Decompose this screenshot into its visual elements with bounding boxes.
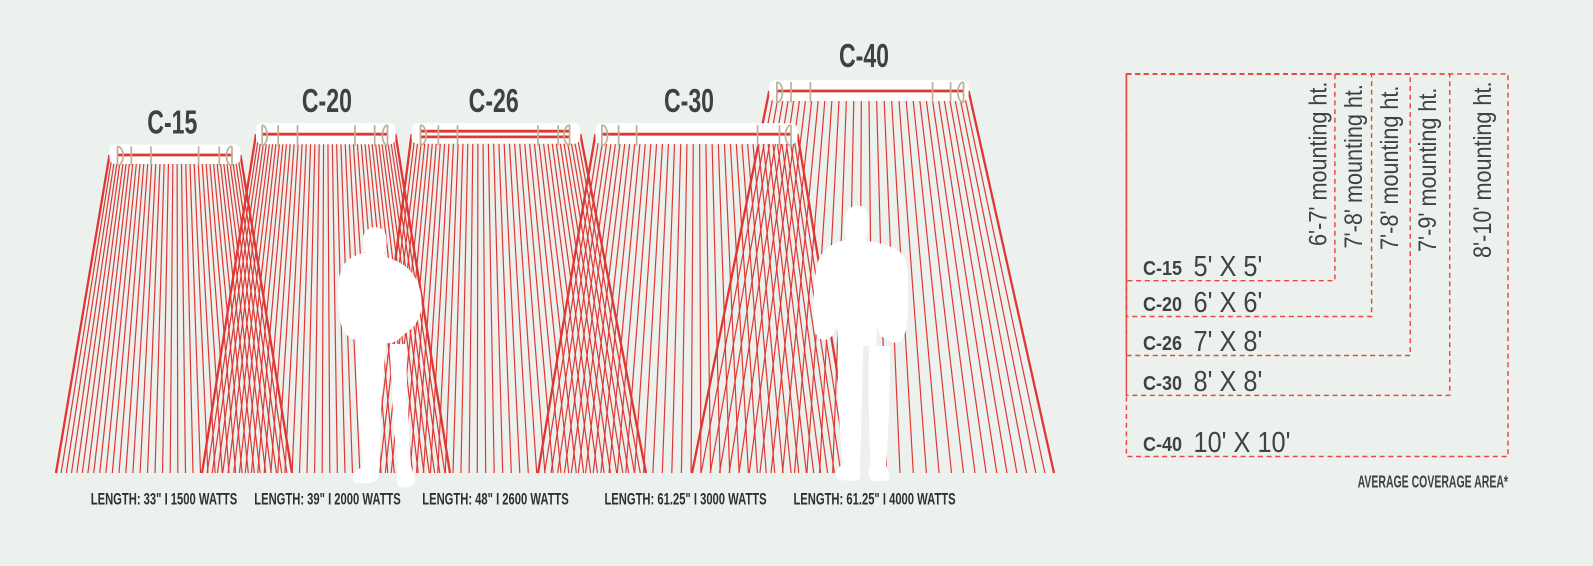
svg-text:C-40: C-40 [1143, 434, 1182, 456]
svg-text:C-20: C-20 [302, 83, 352, 120]
svg-text:C-26: C-26 [1143, 333, 1182, 355]
svg-text:C-20: C-20 [1143, 294, 1182, 316]
svg-text:7' X 8': 7' X 8' [1194, 324, 1263, 357]
svg-text:AVERAGE COVERAGE AREA*: AVERAGE COVERAGE AREA* [1358, 473, 1509, 492]
svg-text:7'-8' mounting ht.: 7'-8' mounting ht. [1340, 84, 1368, 248]
svg-text:6'-7' mounting ht.: 6'-7' mounting ht. [1304, 82, 1332, 246]
svg-text:C-40: C-40 [839, 38, 889, 75]
svg-text:C-30: C-30 [664, 83, 714, 120]
svg-text:LENGTH: 48" I 2600 WATTS: LENGTH: 48" I 2600 WATTS [422, 490, 569, 509]
svg-text:7'-9' mounting ht.: 7'-9' mounting ht. [1414, 88, 1442, 252]
svg-text:LENGTH: 39" I 2000 WATTS: LENGTH: 39" I 2000 WATTS [254, 490, 401, 509]
svg-text:C-15: C-15 [147, 105, 197, 142]
svg-text:LENGTH: 33" I 1500 WATTS: LENGTH: 33" I 1500 WATTS [91, 490, 238, 509]
svg-text:8'-10' mounting ht.: 8'-10' mounting ht. [1469, 82, 1497, 258]
svg-text:7'-8' mounting ht.: 7'-8' mounting ht. [1375, 86, 1403, 250]
svg-text:8' X 8': 8' X 8' [1194, 364, 1263, 397]
svg-text:10' X 10': 10' X 10' [1194, 425, 1291, 458]
svg-text:6' X 6': 6' X 6' [1194, 285, 1263, 318]
svg-text:5' X 5': 5' X 5' [1194, 250, 1263, 283]
svg-text:C-15: C-15 [1143, 258, 1182, 280]
svg-text:C-30: C-30 [1143, 373, 1182, 395]
svg-text:C-26: C-26 [469, 83, 519, 120]
svg-text:LENGTH: 61.25" I 4000 WATTS: LENGTH: 61.25" I 4000 WATTS [793, 490, 955, 509]
svg-text:LENGTH: 61.25" I 3000 WATTS: LENGTH: 61.25" I 3000 WATTS [604, 490, 766, 509]
